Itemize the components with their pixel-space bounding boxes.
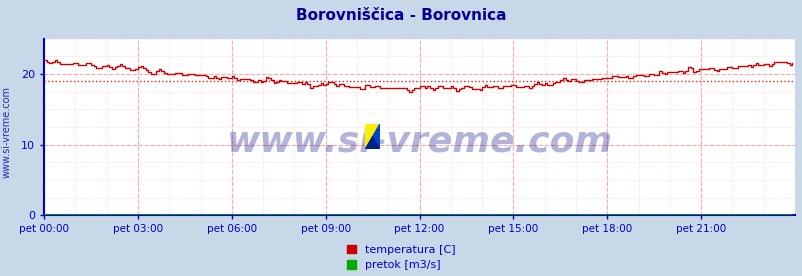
Polygon shape — [365, 137, 379, 149]
Polygon shape — [365, 124, 379, 149]
Text: www.si-vreme.com: www.si-vreme.com — [226, 124, 612, 158]
Text: Borovniščica - Borovnica: Borovniščica - Borovnica — [296, 8, 506, 23]
Polygon shape — [372, 124, 379, 149]
Text: www.si-vreme.com: www.si-vreme.com — [2, 86, 11, 179]
Legend: temperatura [C], pretok [m3/s]: temperatura [C], pretok [m3/s] — [347, 245, 455, 270]
